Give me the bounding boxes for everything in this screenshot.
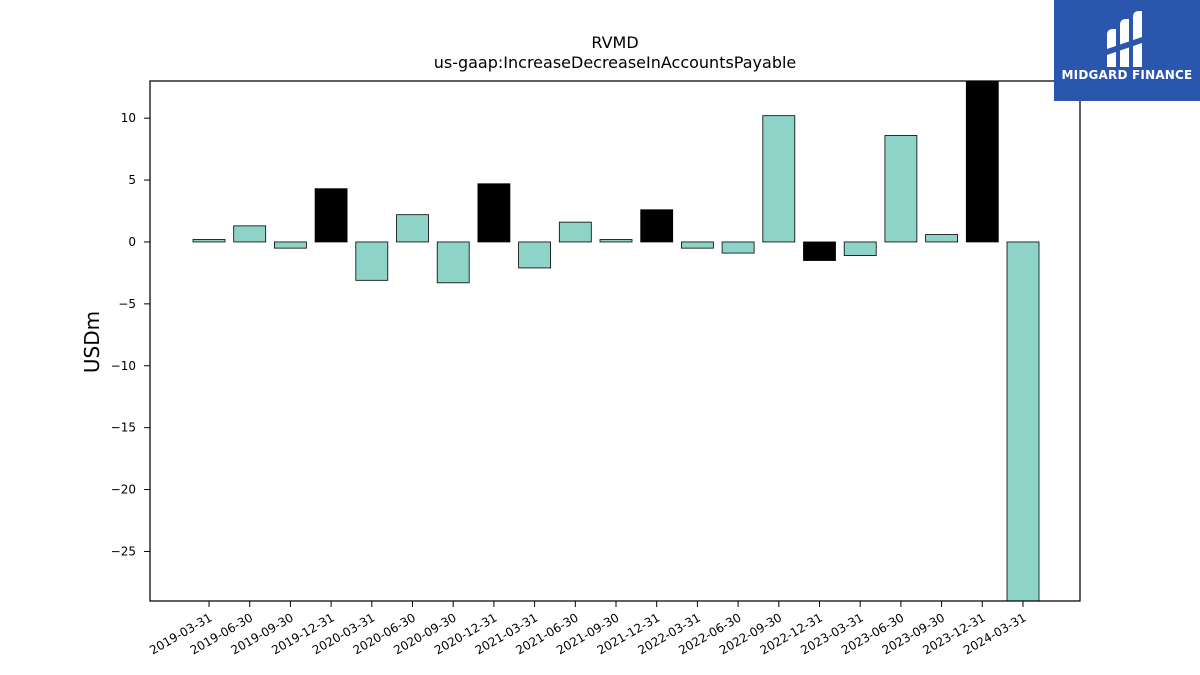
y-tick-label: −25 [111,544,136,558]
bar-2019-03-31 [192,239,226,243]
y-tick-label: 0 [128,235,136,249]
plot-area-frame [149,80,1081,602]
bar-2023-09-30 [925,234,958,243]
bar-2023-03-31 [843,241,877,256]
midgard-finance-logo: MIDGARD FINANCE [1054,0,1200,101]
bar-2022-06-30 [721,241,755,254]
bars [192,80,1040,602]
bar-2021-06-30 [558,221,592,243]
y-axis-label: USDm [80,311,104,373]
bar-2020-03-31 [355,241,389,281]
bar-2022-09-30 [762,115,796,243]
y-tick-label: −15 [111,421,136,435]
bar-2020-09-30 [436,241,470,284]
bar-2024-03-31 [1006,241,1040,602]
y-tick-label: −5 [118,297,136,311]
bar-2019-06-30 [233,225,267,243]
x-axis-ticks: 2019-03-312019-06-302019-09-302019-12-31… [147,601,1029,657]
y-tick-label: −10 [111,359,136,373]
y-axis-ticks: 10 5 0 −5 −10 −15 −20 −25 [111,111,150,558]
logo-text: MIDGARD FINANCE [1061,68,1193,82]
y-tick-label: 10 [121,111,136,125]
bar-2021-12-31 [640,209,674,243]
chart-title: RVMD [591,33,638,52]
bar-2020-12-31 [477,183,511,243]
bar-2022-12-31 [803,241,836,261]
bar-2022-03-31 [681,241,714,249]
bar-2023-12-31 [965,80,999,243]
bar-2019-09-30 [273,241,307,249]
bar-2021-09-30 [599,239,633,243]
y-tick-label: −20 [111,483,136,497]
bar-2021-03-31 [518,241,551,269]
midgard-finance-logo-icon [1107,11,1142,67]
bar-2023-06-30 [884,135,918,243]
bar-2019-12-31 [314,188,348,243]
bar-2020-06-30 [396,214,429,243]
chart-subtitle: us-gaap:IncreaseDecreaseInAccountsPayabl… [434,53,797,72]
y-tick-label: 5 [128,173,136,187]
